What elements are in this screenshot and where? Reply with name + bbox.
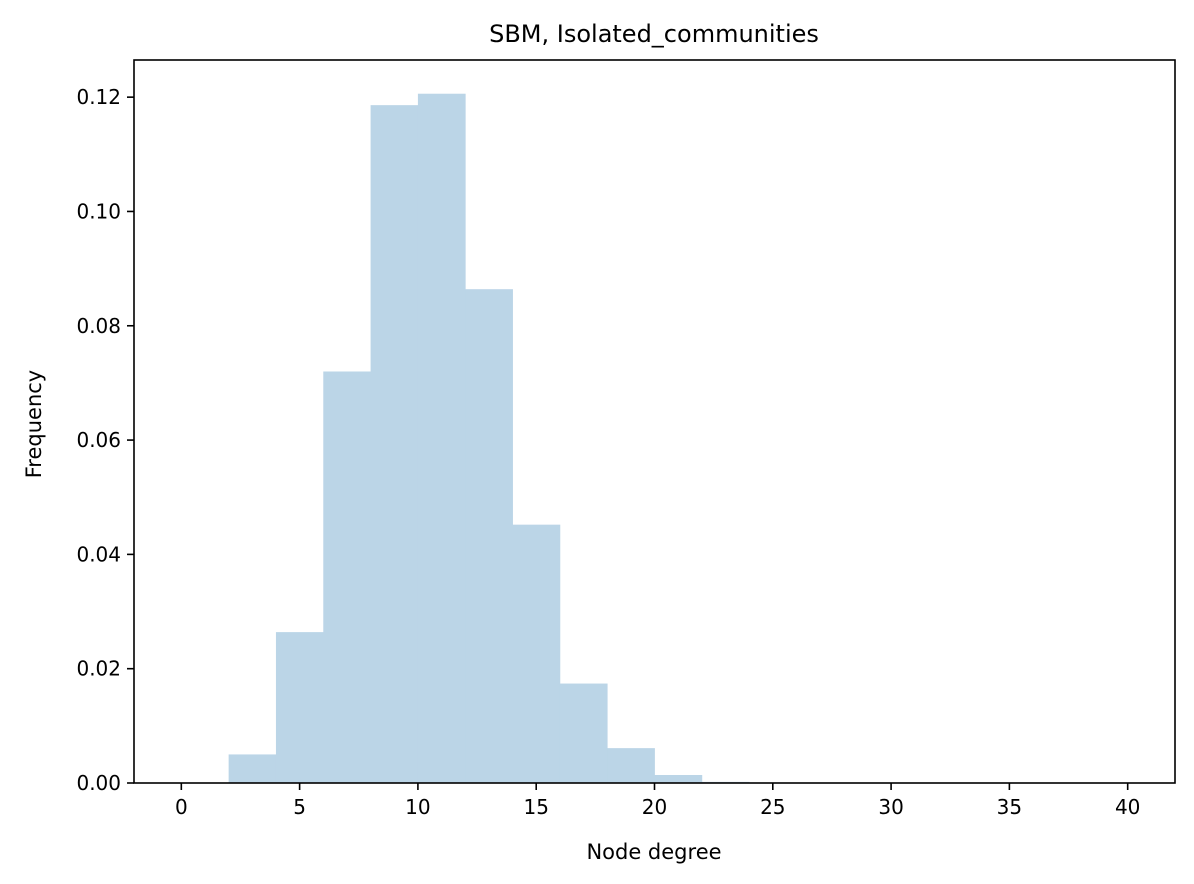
histogram-bar bbox=[275, 632, 324, 783]
y-tick-label: 0.08 bbox=[76, 314, 121, 338]
histogram-bar bbox=[417, 93, 466, 783]
histogram-bar bbox=[323, 371, 371, 783]
histogram-bar bbox=[370, 105, 419, 783]
x-tick-label: 15 bbox=[523, 795, 548, 819]
y-tick-label: 0.02 bbox=[76, 657, 121, 681]
x-tick-label: 5 bbox=[293, 795, 306, 819]
histogram-bar bbox=[465, 289, 513, 783]
histogram-bar bbox=[607, 748, 655, 783]
x-axis-label: Node degree bbox=[586, 840, 721, 864]
x-tick-label: 0 bbox=[175, 795, 188, 819]
x-tick-label: 20 bbox=[642, 795, 667, 819]
bars-group bbox=[228, 93, 750, 783]
x-tick-label: 10 bbox=[405, 795, 430, 819]
histogram-bar bbox=[654, 774, 703, 783]
x-tick-label: 40 bbox=[1115, 795, 1140, 819]
x-tick-label: 30 bbox=[878, 795, 903, 819]
x-tick-label: 35 bbox=[997, 795, 1022, 819]
x-axis-ticks: 0 5 10 15 20 25 30 35 40 bbox=[175, 783, 1140, 819]
chart-title: SBM, Isolated_communities bbox=[489, 20, 819, 48]
histogram-bar bbox=[559, 683, 608, 783]
y-tick-label: 0.04 bbox=[76, 542, 121, 566]
y-tick-label: 0.00 bbox=[76, 771, 121, 795]
y-tick-label: 0.10 bbox=[76, 199, 121, 223]
plot-frame bbox=[133, 59, 1176, 784]
histogram-bar bbox=[228, 754, 277, 783]
y-axis-label: Frequency bbox=[22, 370, 46, 479]
histogram-bar bbox=[512, 524, 561, 783]
y-axis-ticks: 0.00 0.02 0.04 0.06 0.08 0.10 0.12 bbox=[76, 85, 134, 795]
y-tick-label: 0.12 bbox=[76, 85, 121, 109]
x-tick-label: 25 bbox=[760, 795, 785, 819]
y-tick-label: 0.06 bbox=[76, 428, 121, 452]
